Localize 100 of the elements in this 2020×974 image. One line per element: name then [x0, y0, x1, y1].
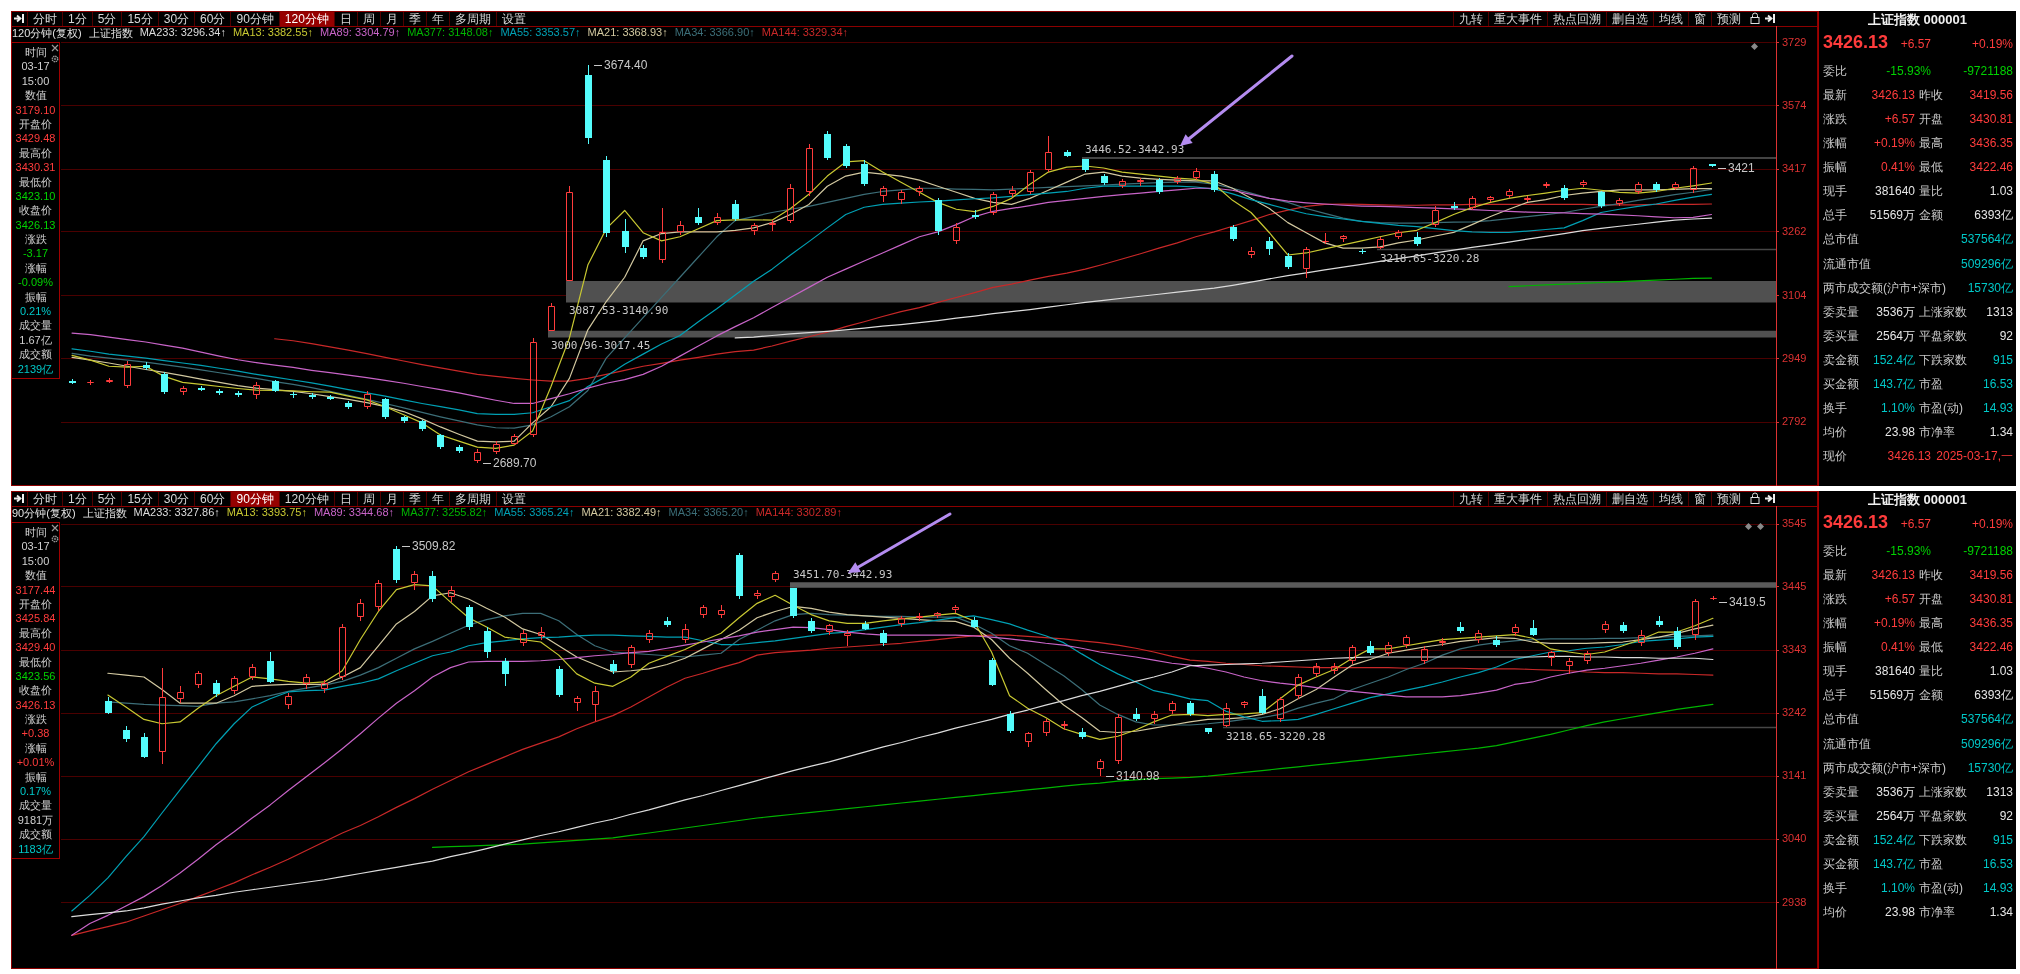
- text: 现手 381640 量比 1.03: [1823, 664, 2013, 679]
- text: 周: [356, 492, 380, 506]
- annotation: 120分钟: [278, 12, 334, 26]
- candlestick: [538, 626, 545, 641]
- text: 收盘价: [18, 203, 53, 218]
- text: MA34: 3365.20↑: [668, 506, 749, 520]
- y-tick-label: 3141: [1782, 769, 1807, 782]
- text: MA55: 3353.57↑: [500, 26, 581, 40]
- candlestick: [718, 604, 725, 619]
- text: 振幅: [23, 769, 48, 785]
- text: 0.17%: [18, 784, 53, 799]
- candlestick: [659, 207, 666, 264]
- text: 03-17: [20, 539, 51, 554]
- candlestick: [1007, 710, 1014, 734]
- text: MA377: 3255.82↑: [401, 506, 488, 520]
- text: 涨幅 +0.19% 最高 3436.35: [1823, 136, 2013, 151]
- candlestick: [1377, 236, 1384, 248]
- candlestick: [493, 440, 500, 455]
- text: 涨跌 +6.57 开盘 3430.81: [1823, 112, 2013, 127]
- text: 现手 381640 量比 1.03: [1823, 184, 2013, 199]
- text: 开盘价: [18, 596, 53, 612]
- text: 3425.84: [14, 611, 57, 626]
- candlestick: [321, 679, 328, 694]
- text: 时间: [23, 525, 48, 540]
- candlestick: [1421, 645, 1428, 665]
- candlestick: [1045, 135, 1052, 173]
- annotation: 1分: [62, 12, 92, 26]
- text: 委买量 2564万 平盘家数 92: [1823, 328, 2013, 343]
- chart-subtitle: 90分钟(复权): [12, 506, 76, 521]
- text: 3421: [1728, 160, 1756, 175]
- annotation: 2689.70: [493, 455, 537, 470]
- text: -0.09%: [17, 275, 54, 290]
- candlestick: [1506, 188, 1513, 199]
- y-tick-label: 3445: [1782, 579, 1807, 592]
- candlestick: [364, 390, 371, 410]
- candlestick: [303, 673, 310, 690]
- candlestick: [574, 695, 581, 712]
- annotation: 季: [402, 12, 426, 26]
- candlestick: [1475, 629, 1482, 644]
- text: 3177.44: [14, 582, 57, 597]
- text: 重大事件: [1488, 492, 1547, 506]
- text: 振幅 0.41% 最低 3422.46: [1823, 640, 2013, 655]
- candlestick: [382, 397, 389, 420]
- text: 卖金额 152.4亿 下跌家数 915: [1823, 832, 2013, 847]
- text: MA144: 3302.89↑: [755, 506, 842, 520]
- candlestick: [1027, 169, 1034, 195]
- candlestick: [411, 570, 418, 591]
- candlestick: [754, 589, 761, 600]
- text: 3423.56: [14, 668, 57, 684]
- annotation: 3674.40: [604, 57, 648, 72]
- text: 最新 3426.13 昨收 3419.56: [1823, 88, 2013, 103]
- y-tick-label: 2938: [1782, 895, 1807, 908]
- candlestick: [159, 667, 166, 765]
- candlestick: [249, 663, 256, 681]
- annotation: 设置: [495, 12, 531, 26]
- annotation: 多周期: [448, 12, 496, 26]
- candlestick: [677, 220, 684, 236]
- candlestick: [1692, 598, 1699, 641]
- text: 窗: [1688, 492, 1711, 506]
- text: 30分: [157, 492, 195, 506]
- band-label: 3451.70-3442.93: [793, 567, 893, 581]
- text: 振幅 0.41% 最低 3422.46: [1823, 160, 2013, 175]
- candlestick: [732, 199, 739, 222]
- text: 日: [333, 492, 357, 506]
- candlestick: [1137, 177, 1144, 187]
- candlestick: [628, 644, 635, 669]
- annotation: 5分: [91, 12, 122, 26]
- candlestick: [1151, 710, 1158, 725]
- annotation: 均线: [1653, 12, 1688, 26]
- text: 1分: [62, 492, 92, 506]
- y-tick-label: 3104: [1782, 288, 1807, 301]
- text: MA21: 3368.93↑: [587, 26, 668, 40]
- candlestick: [267, 651, 274, 684]
- text: 涨幅: [23, 740, 48, 756]
- text: 均价 23.98 市净率 1.34: [1823, 424, 2013, 439]
- candlestick: [952, 604, 959, 614]
- text: 涨跌 +6.57 开盘 3430.81: [1823, 592, 2013, 607]
- candlestick: [141, 732, 148, 759]
- candlestick: [843, 143, 850, 169]
- candlestick: [429, 570, 436, 603]
- text: 现价 3426.13 2025-03-17,一: [1823, 449, 2013, 463]
- candlestick: [1193, 167, 1200, 181]
- text: 月: [379, 492, 403, 506]
- annotation: 热点回溯: [1547, 12, 1606, 26]
- y-tick-label: 3343: [1782, 643, 1807, 656]
- text: 换手 1.10% 市盈(动) 14.93: [1823, 400, 2013, 415]
- text: 委比 -15.93% -9721188: [1823, 64, 2013, 78]
- text: 2139亿: [16, 361, 55, 376]
- candlestick: [1174, 175, 1181, 185]
- text: 多周期: [448, 492, 496, 506]
- candlestick: [592, 685, 599, 722]
- candlestick: [1580, 179, 1587, 188]
- text: 5分: [91, 492, 122, 506]
- candlestick: [1259, 688, 1266, 715]
- candlestick: [1635, 181, 1642, 195]
- y-tick-label: 3574: [1782, 98, 1807, 111]
- text: 买金额 143.7亿 市盈 16.53: [1823, 856, 2013, 871]
- text: +0.01%: [15, 755, 56, 770]
- text: 总市值 537564亿: [1823, 712, 2013, 727]
- annotation: 30分: [157, 12, 195, 26]
